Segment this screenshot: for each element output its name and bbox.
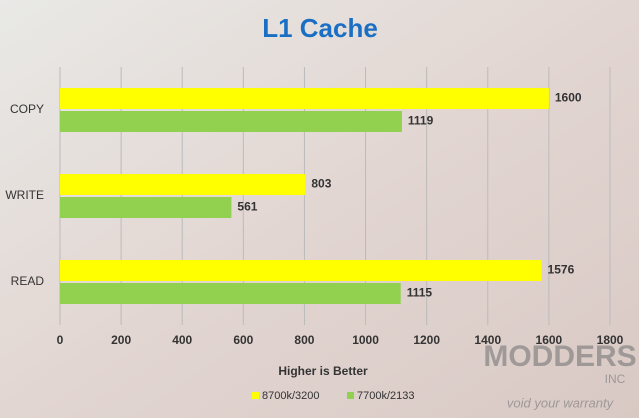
- bar: [60, 174, 306, 195]
- x-tick-label: 200: [111, 333, 131, 347]
- value-label: 1576: [548, 263, 575, 277]
- x-axis-label: Higher is Better: [278, 364, 368, 378]
- x-tick-label: 1800: [597, 333, 624, 347]
- legend-label: 7700k/2133: [357, 390, 415, 402]
- x-tick-label: 0: [57, 333, 64, 347]
- x-tick-label: 1600: [536, 333, 563, 347]
- value-label: 1119: [408, 114, 434, 128]
- x-tick-label: 1400: [474, 333, 501, 347]
- y-tick-label: COPY: [10, 102, 44, 116]
- x-tick-label: 1200: [413, 333, 440, 347]
- bar: [60, 283, 401, 304]
- x-tick-label: 1000: [352, 333, 379, 347]
- value-label: 803: [311, 177, 331, 191]
- legend-label: 8700k/3200: [262, 390, 320, 402]
- x-tick-label: 400: [172, 333, 192, 347]
- bar: [60, 111, 402, 132]
- chart-title: L1 Cache: [262, 13, 378, 43]
- bar: [60, 260, 542, 281]
- legend-swatch: [252, 392, 259, 399]
- value-label: 1600: [555, 91, 582, 105]
- watermark: void your warranty: [507, 395, 615, 410]
- legend-swatch: [347, 392, 354, 399]
- bar: [60, 88, 549, 109]
- watermark: MODDERS: [483, 340, 636, 373]
- bar: [60, 197, 232, 218]
- x-tick-label: 600: [233, 333, 253, 347]
- value-label: 1115: [407, 286, 433, 300]
- value-label: 561: [237, 200, 257, 214]
- y-tick-label: READ: [11, 274, 45, 288]
- y-tick-label: WRITE: [5, 188, 44, 202]
- x-tick-label: 800: [294, 333, 314, 347]
- watermark: INC: [605, 372, 626, 386]
